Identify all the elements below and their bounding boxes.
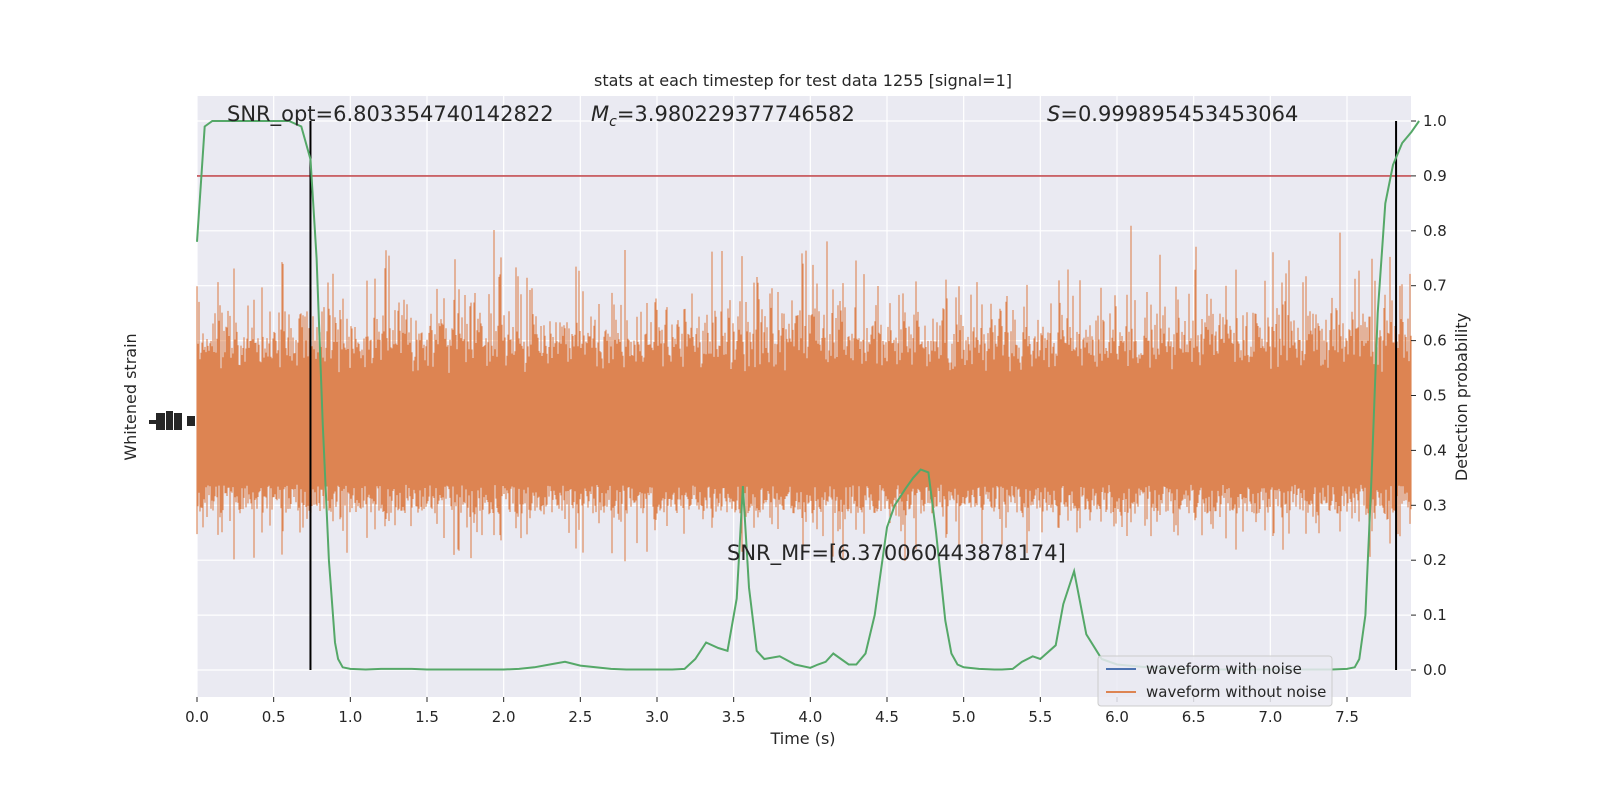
- x-tick-label: 2.5: [568, 708, 592, 726]
- chirp-mass-symbol: M: [591, 102, 609, 126]
- x-tick-label: 7.0: [1258, 708, 1282, 726]
- left-axis-label: Whitened strain: [121, 333, 140, 460]
- snr-mf-annotation: SNR_MF=[6.370060443878174]: [727, 541, 1066, 566]
- left-axis-overlapping-ticks: [149, 411, 195, 430]
- x-tick-label: 0.5: [262, 708, 286, 726]
- legend-box: [1097, 655, 1333, 707]
- right-tick-label: 0.8: [1423, 222, 1447, 240]
- legend-label-with-noise: waveform with noise: [1146, 660, 1302, 678]
- chart-title: stats at each timestep for test data 125…: [594, 71, 1012, 90]
- right-tick-label: 0.5: [1423, 387, 1447, 405]
- snr-opt-annotation: SNR_opt=6.803354740142822: [227, 102, 554, 127]
- right-axis-ticks: 0.0 0.1 0.2 0.3 0.4 0.5 0.6 0.7 0.8 0.9 1.0: [1411, 112, 1447, 679]
- right-tick-label: 0.1: [1423, 606, 1447, 624]
- right-tick-label: 0.4: [1423, 441, 1447, 459]
- right-tick-label: 1.0: [1423, 112, 1447, 130]
- x-tick-label: 5.5: [1028, 708, 1052, 726]
- chirp-mass-value: =3.980229377746582: [617, 102, 855, 126]
- right-tick-label: 0.9: [1423, 167, 1447, 185]
- legend: waveform with noise waveform without noi…: [1097, 655, 1333, 707]
- x-tick-label: 5.0: [952, 708, 976, 726]
- right-tick-label: 0.7: [1423, 277, 1447, 295]
- vertical-markers: [309, 121, 1398, 670]
- x-tick-label: 7.5: [1335, 708, 1359, 726]
- x-tick-label: 3.0: [645, 708, 669, 726]
- chirp-mass-subscript: c: [609, 114, 617, 130]
- s-symbol: S: [1047, 102, 1060, 126]
- whitened-strain-series: [196, 225, 1412, 562]
- right-tick-label: 0.2: [1423, 551, 1447, 569]
- x-tick-label: 1.0: [338, 708, 362, 726]
- x-tick-label: 4.5: [875, 708, 899, 726]
- x-tick-label: 3.5: [722, 708, 746, 726]
- right-tick-label: 0.6: [1423, 332, 1447, 350]
- x-tick-label: 6.5: [1182, 708, 1206, 726]
- x-tick-label: 4.0: [798, 708, 822, 726]
- x-tick-label: 2.0: [492, 708, 516, 726]
- legend-label-without-noise: waveform without noise: [1146, 683, 1326, 701]
- chirp-mass-annotation: Mc=3.980229377746582: [591, 102, 855, 130]
- x-axis-label: Time (s): [769, 729, 835, 748]
- whitened-strain-trace: [196, 225, 1412, 562]
- right-axis-label: Detection probability: [1452, 313, 1471, 481]
- x-tick-label: 1.5: [415, 708, 439, 726]
- right-tick-label: 0.0: [1423, 661, 1447, 679]
- right-tick-label: 0.3: [1423, 496, 1447, 514]
- x-axis-ticks: 0.0 0.5 1.0 1.5 2.0 2.5 3.0 3.5 4.0 4.5 5.0 5.5 6.0 6…: [185, 697, 1359, 726]
- x-tick-label: 6.0: [1105, 708, 1129, 726]
- s-value: =0.999895453453064: [1060, 102, 1298, 126]
- x-tick-label: 0.0: [185, 708, 209, 726]
- s-annotation: S=0.999895453453064: [1047, 102, 1298, 126]
